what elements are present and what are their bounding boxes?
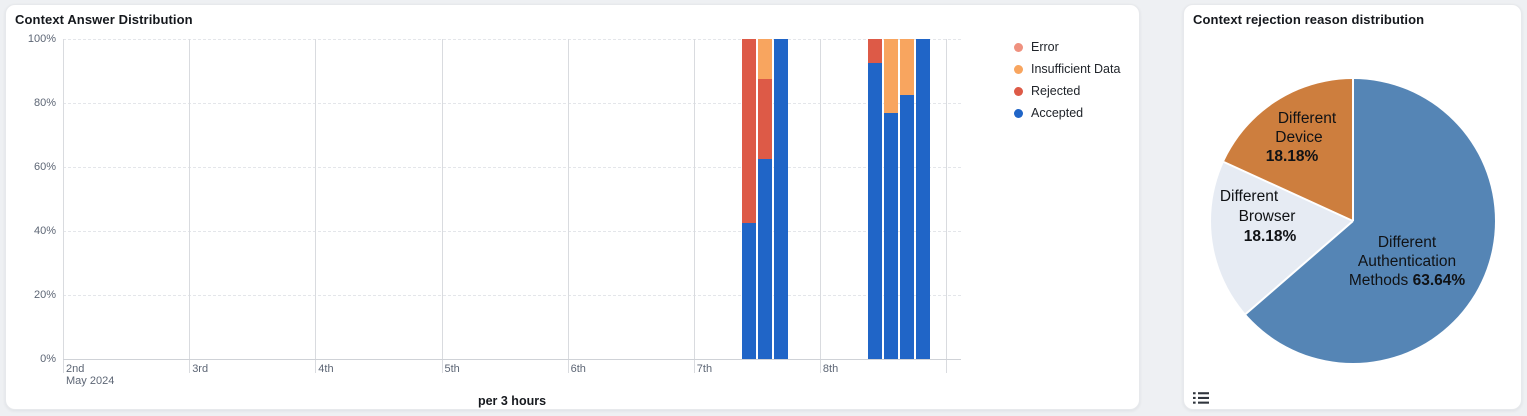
x-gridline [189,39,191,373]
bar-segment-rejected[interactable] [742,39,757,223]
pie-label-line: Different [1377,234,1437,251]
x-axis-unit-label: per 3 hours [477,394,547,408]
x-gridline [819,39,821,373]
x-gridline [946,39,948,373]
bar-segment-accepted[interactable] [773,39,788,359]
bar-segment-insufficient-data[interactable] [899,39,914,95]
pie-chart-card: Context rejection reason distribution Di… [1183,4,1522,410]
pie-label-percentage: Methods 63.64% [1348,272,1466,289]
legend-dot [1014,42,1023,52]
x-axis-day-label: 4th [318,363,334,375]
bar-segment-rejected[interactable] [757,79,772,159]
pie-label-line: Different [1219,188,1279,205]
legend-label: Accepted [1031,106,1084,120]
x-gridline [63,39,64,373]
bar-chart-title: Context Answer Distribution [15,12,193,27]
list-icon-glyph [1193,392,1209,404]
bar-segment-accepted[interactable] [757,159,772,359]
x-axis-day-label: 7th [696,363,713,375]
y-gridline [63,295,961,296]
pie-slice-label-2: Different Device 18.18% [1212,109,1372,166]
y-axis-tick-label: 0% [40,353,56,365]
pie-slice-label-0: Different Authentication Methods 63.64% [1312,233,1502,290]
x-gridline [315,39,317,373]
y-gridline [63,103,961,104]
y-gridline [63,167,961,168]
bar-segment-accepted[interactable] [884,112,898,359]
y-axis-tick-label: 40% [33,225,56,237]
y-gridline [63,39,961,40]
bar-segment-accepted[interactable] [742,223,757,359]
pie-label-line: Browser [1238,208,1296,225]
x-axis-day-label: 3rd [192,363,209,375]
x-axis-day-label: 6th [570,363,586,375]
pie-slice-label-1: Different Browser 18.18% [1190,187,1350,247]
pie-slice-separator [1352,79,1354,221]
pie-label-line: Different [1277,110,1337,127]
legend-item-error[interactable]: Error [1014,39,1059,55]
legend-dot [1014,64,1023,74]
bar-segment-accepted[interactable] [868,63,883,359]
legend-dot [1014,108,1023,118]
x-axis-day-label: 2nd [66,363,85,375]
x-gridline [693,39,695,373]
y-gridline [63,231,961,232]
y-axis-tick-label: 100% [27,33,56,45]
bar-segment-rejected[interactable] [868,39,883,63]
x-axis-day-label: 5th [444,363,460,375]
pie-label-line: Device [1275,129,1323,146]
x-axis-month-label: May 2024 [66,375,115,387]
legend-dot [1014,86,1023,96]
pie-label-percentage: 18.18% [1265,148,1319,165]
legend-item-rejected[interactable]: Rejected [1014,83,1080,99]
x-axis-baseline [63,359,961,360]
x-gridline [441,39,443,373]
legend-item-insufficient-data[interactable]: Insufficient Data [1014,61,1120,77]
pie-chart-title: Context rejection reason distribution [1193,12,1425,27]
bar-segment-accepted[interactable] [915,39,930,359]
y-axis-tick-label: 80% [33,97,56,109]
bar-chart-card: Context Answer Distribution per 3 hours … [5,4,1140,410]
y-axis-tick-label: 20% [33,289,56,301]
legend-label: Insufficient Data [1031,62,1121,76]
bar-segment-insufficient-data[interactable] [757,39,772,79]
pie-label-percentage: 18.18% [1243,228,1297,245]
bar-segment-accepted[interactable] [899,95,914,359]
legend-label: Rejected [1031,84,1081,98]
pie-label-line: Authentication [1357,253,1457,270]
x-axis-day-label: 8th [822,363,839,375]
legend-label: Error [1031,40,1059,54]
x-gridline [567,39,569,373]
y-axis-tick-label: 60% [33,161,56,173]
bar-segment-insufficient-data[interactable] [884,39,898,113]
legend-item-accepted[interactable]: Accepted [1014,105,1083,121]
list-icon[interactable] [1191,389,1211,407]
